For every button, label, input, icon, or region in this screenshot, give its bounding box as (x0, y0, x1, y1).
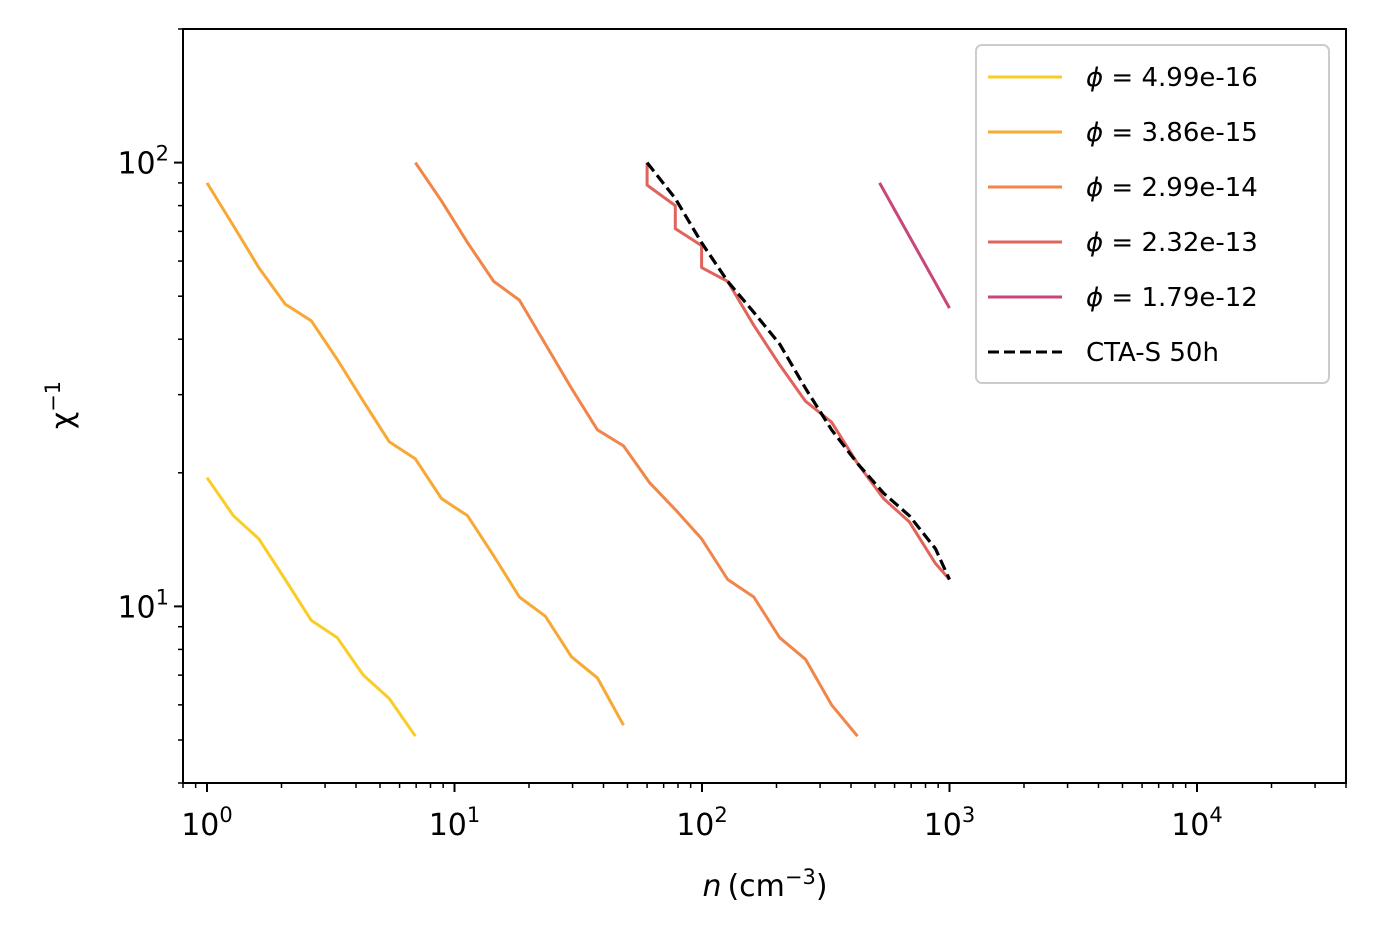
legend-label-4: ϕ = 2.32e-13 (1086, 228, 1258, 258)
x-tick-label: 102 (676, 803, 728, 843)
legend: ϕ = 4.99e-16 ϕ = 3.86e-15 ϕ = 2.99e-14 ϕ = … (975, 44, 1330, 384)
x-axis-close: ) (816, 869, 828, 904)
x-axis-label: n (cm−3) (702, 865, 827, 904)
x-tick-label: 101 (429, 803, 481, 843)
series-line-4 (645, 162, 951, 581)
x-axis-var: n (702, 869, 721, 904)
series-line-3 (414, 161, 859, 738)
y-axis-label: χ−1 (41, 381, 80, 429)
series-line-1 (205, 476, 417, 738)
legend-label-3: ϕ = 2.99e-14 (1086, 173, 1258, 203)
y-axis-exp: −1 (41, 381, 65, 412)
legend-box (975, 44, 1330, 384)
y-tick-label: 101 (117, 585, 169, 625)
legend-label-6: CTA-S 50h (1086, 338, 1219, 368)
x-tick-label: 103 (924, 803, 976, 843)
major-ticks (174, 161, 1198, 792)
x-axis-exp: −3 (785, 865, 816, 889)
series-layer (205, 161, 951, 738)
series-line-5 (878, 182, 951, 309)
legend-label-2: ϕ = 3.86e-15 (1086, 118, 1258, 148)
x-axis-unit: (cm (727, 869, 784, 904)
x-tick-labels: 100 101 102 103 104 (181, 803, 1223, 843)
x-tick-label: 100 (181, 803, 233, 843)
x-tick-label: 104 (1171, 803, 1223, 843)
legend-label-5: ϕ = 1.79e-12 (1086, 283, 1258, 313)
legend-label-1: ϕ = 4.99e-16 (1086, 63, 1258, 93)
series-line-2 (205, 182, 625, 726)
series-line-6 (645, 161, 951, 581)
y-tick-label: 102 (117, 142, 169, 182)
y-tick-labels: 101 102 (117, 142, 169, 626)
y-axis-base: χ (45, 412, 80, 429)
plot-frame (182, 28, 1347, 784)
